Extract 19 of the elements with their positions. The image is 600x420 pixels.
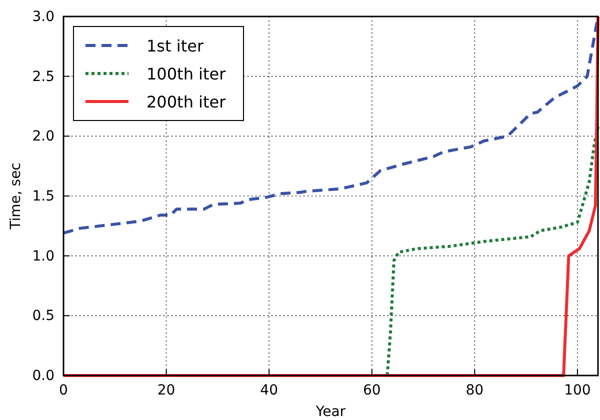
x-tick-label: 20: [157, 382, 176, 398]
y-tick-label: 0.0: [32, 368, 54, 384]
legend-label: 100th iter: [146, 64, 226, 84]
y-tick-label: 2.0: [32, 128, 54, 145]
x-tick-label: 40: [260, 382, 278, 398]
y-tick-label: 1.0: [32, 248, 54, 264]
x-tick-label: 0: [59, 382, 68, 398]
y-tick-label: 0.5: [32, 308, 54, 324]
legend-label: 200th iter: [146, 92, 226, 112]
line-series: [62, 15, 600, 377]
y-axis-title: Time, sec: [8, 162, 24, 230]
x-tick-label: 80: [466, 382, 484, 398]
legend-label: 1st iter: [146, 36, 204, 56]
y-tick-label: 2.5: [32, 68, 54, 85]
x-tick-label: 60: [362, 382, 381, 398]
y-tick-label: 1.5: [32, 188, 54, 204]
x-axis-title: Year: [314, 404, 346, 420]
y-tick-label: 3.0: [32, 8, 54, 25]
x-tick-label: 100: [564, 382, 591, 398]
